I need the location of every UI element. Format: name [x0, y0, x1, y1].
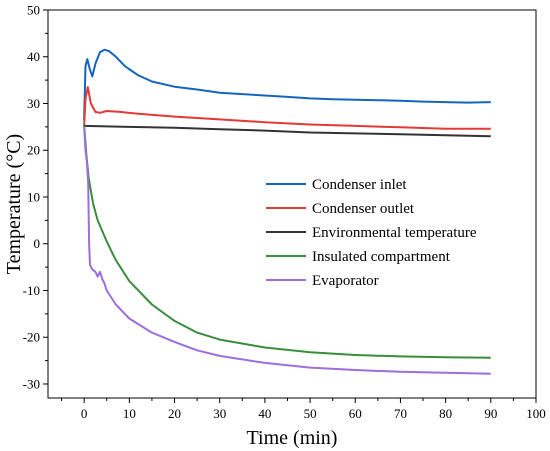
y-tick-label: 40	[27, 49, 40, 64]
y-tick-label: 30	[27, 96, 40, 111]
y-ticks: -30 -20 -10 0 10 20 30 40 50	[23, 3, 48, 391]
y-axis-title: Temperature (°C)	[3, 134, 25, 274]
y-tick-label: 20	[27, 143, 40, 158]
x-tick-label: 60	[349, 406, 362, 421]
series-line-5	[83, 126, 491, 375]
x-tick-label: 90	[484, 406, 497, 421]
series-line-1	[83, 48, 491, 120]
series-line-2	[83, 86, 491, 130]
legend: Condenser inlet Condenser outlet Environme…	[266, 177, 477, 289]
x-tick-label: 0	[81, 406, 88, 421]
y-tick-label: 10	[27, 189, 40, 204]
x-tick-label: 70	[394, 406, 407, 421]
x-tick-label: 100	[526, 406, 546, 421]
x-tick-label: 40	[258, 406, 271, 421]
x-tick-label: 10	[123, 406, 136, 421]
y-tick-label: -20	[23, 330, 40, 345]
y-tick-label: -30	[23, 376, 40, 391]
legend-label-1: Condenser inlet	[312, 177, 407, 193]
y-tick-label: 0	[34, 236, 41, 251]
x-axis-title: Time (min)	[247, 427, 338, 449]
x-ticks: 0 10 20 30 40 50 60 70 80 90 100	[61, 398, 546, 421]
y-tick-label: 50	[27, 3, 40, 18]
legend-label-3: Environmental temperature	[312, 225, 477, 241]
series-line-3	[84, 124, 491, 138]
series-layer	[83, 48, 491, 375]
series-line-4	[83, 124, 491, 359]
legend-label-2: Condenser outlet	[312, 201, 415, 217]
y-tick-label: -10	[23, 283, 40, 298]
x-tick-label: 80	[439, 406, 452, 421]
legend-label-4: Insulated compartment	[312, 249, 451, 265]
plot-frame	[47, 9, 537, 399]
x-tick-label: 50	[304, 406, 317, 421]
legend-label-5: Evaporator	[312, 273, 379, 289]
x-tick-label: 30	[213, 406, 226, 421]
x-tick-label: 20	[168, 406, 181, 421]
